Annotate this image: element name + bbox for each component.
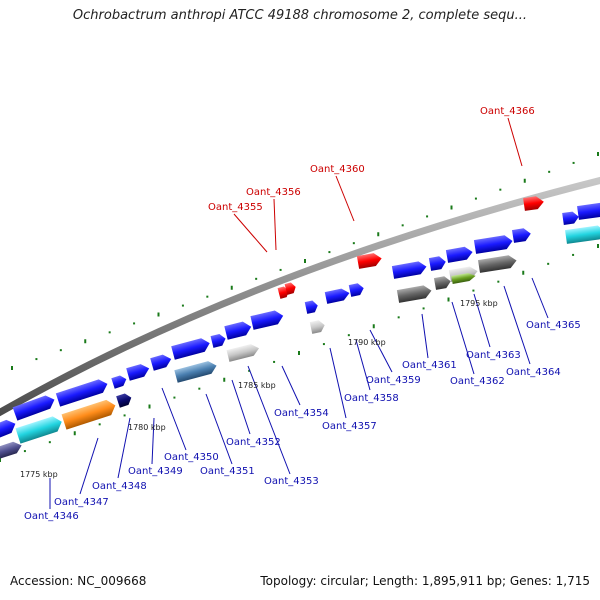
accession-text: Accession: NC_009668 [10,574,147,588]
gene-label[interactable]: Oant_4350 [164,452,219,463]
label-leader-line [335,175,355,222]
chromosome-backbone [0,176,600,417]
label-leader-line [531,277,549,319]
scale-tick-label: 1790 kbp [348,338,386,347]
gene-label[interactable]: Oant_4347 [54,497,109,508]
gene-arrow[interactable] [391,260,428,279]
label-leader-lines [49,117,549,509]
gene-arrow[interactable] [451,272,476,284]
gene-label[interactable]: Oant_4364 [506,367,561,378]
gene-label[interactable]: Oant_4365 [526,320,581,331]
label-leader-line [503,285,531,365]
scale-tick-label: 1780 kbp [128,423,166,432]
gene-arrow[interactable] [226,342,261,362]
gene-track [0,195,600,460]
gene-label[interactable]: Oant_4354 [274,408,329,419]
label-leader-line [79,437,99,495]
genome-summary-text: Topology: circular; Length: 1,895,911 bp… [260,574,590,588]
gene-arrow[interactable] [433,275,452,290]
gene-arrow[interactable] [12,393,57,421]
gene-arrow[interactable] [562,211,580,225]
map-title: Ochrobactrum anthropi ATCC 49188 chromos… [72,8,528,23]
gene-label[interactable]: Oant_4358 [344,393,399,404]
gene-arrow[interactable] [309,319,326,334]
gene-arrow[interactable] [577,202,600,220]
label-leader-line [421,313,429,359]
label-leader-line [233,213,268,253]
gene-label[interactable]: Oant_4352 [226,437,281,448]
scale-tick-labels: 1775 kbp 1780 kbp 1785 kbp 1790 kbp 1795 kbp [20,299,498,479]
label-leader-line [281,365,301,406]
gene-labels: Oant_4346 Oant_4347 Oant_4348 Oant_4349 Oant… [24,106,581,522]
gene-arrow[interactable] [15,414,65,444]
gene-label[interactable]: Oant_4349 [128,466,183,477]
gene-arrow[interactable] [324,287,351,304]
gene-label[interactable]: Oant_4351 [200,466,255,477]
gene-arrow[interactable] [150,353,173,371]
label-leader-line [369,329,393,373]
gene-arrow[interactable] [224,320,253,340]
gene-arrow[interactable] [174,359,218,383]
label-leader-line [231,379,251,435]
label-leader-line [151,417,155,465]
label-leader-line [473,293,491,348]
gene-arrow[interactable] [0,440,23,460]
gene-arrow[interactable] [61,398,118,430]
gc-skew-dot-track [0,152,599,462]
gene-label[interactable]: Oant_4348 [92,481,147,492]
gene-label[interactable]: Oant_4355 [208,202,263,213]
gene-arrow[interactable] [396,284,433,303]
gene-arrow[interactable] [210,333,227,348]
label-leader-line [355,339,371,391]
gene-label[interactable]: Oant_4346 [24,511,79,522]
gene-arrow[interactable] [250,309,284,330]
label-leader-line [161,387,187,451]
gene-label[interactable]: Oant_4363 [466,350,521,361]
gene-label[interactable]: Oant_4361 [402,360,457,371]
label-leader-line [329,347,347,419]
gene-label[interactable]: Oant_4353 [264,476,319,487]
scale-tick-label: 1775 kbp [20,470,58,479]
label-leader-line [117,417,131,479]
scale-tick-label: 1795 kbp [460,299,498,308]
gene-label[interactable]: Oant_4357 [322,421,377,432]
gene-arrow[interactable] [511,227,532,243]
gene-label[interactable]: Oant_4362 [450,376,505,387]
gene-arrow[interactable] [284,282,298,295]
gene-arrow[interactable] [477,254,518,273]
scale-tick-label: 1785 kbp [238,381,276,390]
gene-arrow[interactable] [126,362,151,381]
label-leader-line [205,393,233,465]
gene-arrow[interactable] [473,234,514,254]
gene-arrow[interactable] [55,377,110,407]
gene-arrow[interactable] [111,374,128,389]
gene-arrow[interactable] [445,246,474,263]
gene-arrow[interactable] [116,392,133,408]
gene-label[interactable]: Oant_4356 [246,187,301,198]
gene-arrow[interactable] [0,417,18,439]
label-leader-line [507,117,523,167]
gene-arrow[interactable] [171,336,211,360]
gene-label[interactable]: Oant_4360 [310,164,365,175]
gene-arrow[interactable] [356,252,383,269]
gene-arrow[interactable] [428,255,447,271]
label-leader-line [273,198,277,251]
gene-arrow[interactable] [304,300,319,314]
gene-label[interactable]: Oant_4366 [480,106,535,117]
gene-arrow[interactable] [523,195,545,211]
gene-arrow[interactable] [348,282,365,297]
gene-arrow[interactable] [277,286,291,299]
label-leader-line [451,301,475,375]
gene-label[interactable]: Oant_4359 [366,375,421,386]
gene-arrow[interactable] [565,225,600,244]
label-leader-line [247,365,291,475]
